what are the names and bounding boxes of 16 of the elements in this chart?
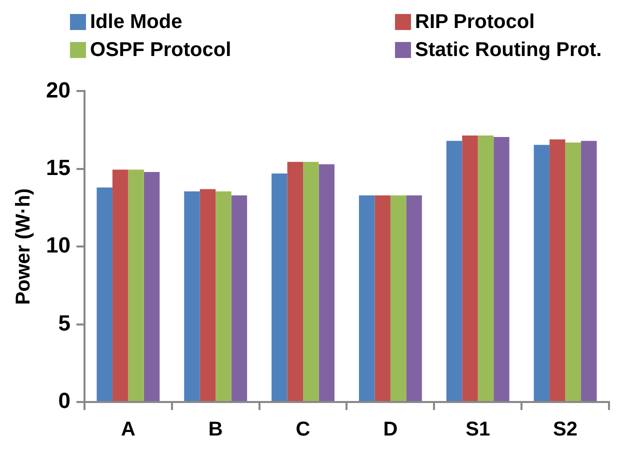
y-tick-label: 15 [46, 154, 70, 180]
y-tick-label: 0 [58, 388, 70, 414]
x-tick-label: S2 [553, 418, 578, 441]
x-tick-label: S1 [466, 418, 490, 441]
legend-label: RIP Protocol [415, 10, 535, 34]
legend-label: OSPF Protocol [90, 38, 232, 62]
y-tick-label: 20 [46, 77, 70, 102]
x-tick-label: A [120, 418, 136, 441]
legend-label: Idle Mode [90, 10, 182, 34]
legend-label: Static Routing Prot. [415, 38, 602, 62]
x-tick-label: D [383, 418, 398, 441]
x-tick-label: B [208, 418, 223, 441]
y-tick-label: 10 [46, 232, 70, 258]
x-tick-label: C [296, 418, 310, 441]
y-tick-label: 5 [58, 310, 70, 336]
y-axis-title: Power (W·h) [12, 188, 35, 305]
